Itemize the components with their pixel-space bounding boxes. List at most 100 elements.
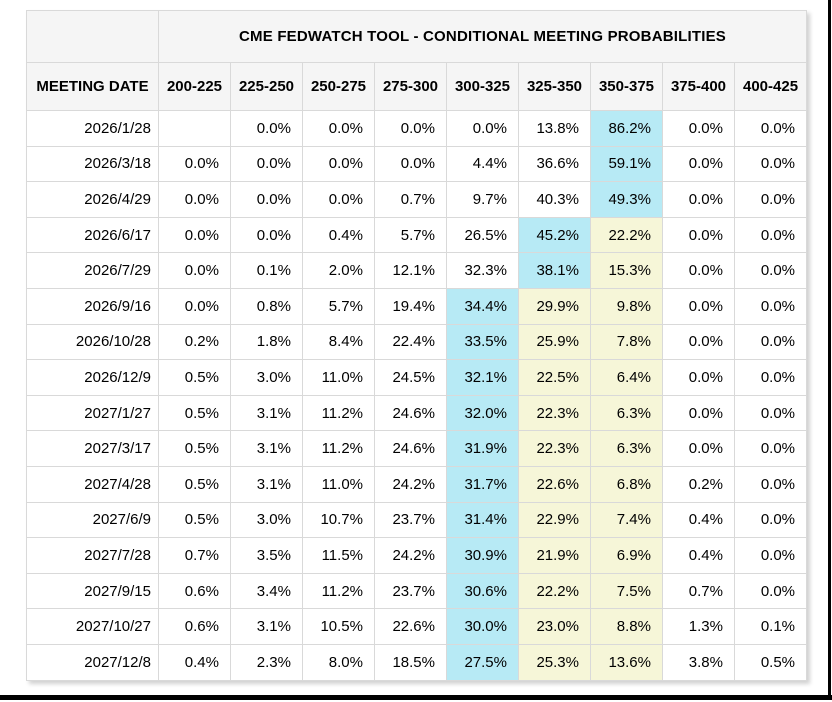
rate-range-header: 300-325: [446, 62, 519, 111]
probability-cell: 3.8%: [662, 643, 735, 681]
probability-cell: 0.8%: [230, 287, 303, 325]
window-border-bottom: [0, 695, 832, 700]
probability-cell: 0.0%: [733, 537, 808, 574]
table-row: 2026/10/28 0.2% 1.8% 8.4% 22.4% 33.5% 25.9% 7.8…: [26, 323, 808, 361]
probability-cell: 22.9%: [518, 501, 591, 539]
rate-range-header: 375-400: [662, 62, 735, 111]
probability-cell: 0.0%: [733, 465, 808, 503]
meeting-date-cell: 2026/7/29: [26, 252, 159, 289]
rate-range-header: 275-300: [374, 62, 447, 111]
table-row: 2027/9/15 0.6% 3.4% 11.2% 23.7% 30.6% 22.2% 7.5…: [26, 572, 808, 610]
probability-cell: 0.5%: [158, 394, 231, 432]
probability-cell: 0.6%: [158, 572, 231, 610]
probability-cell: 27.5%: [446, 643, 519, 681]
probability-cell: 6.3%: [590, 394, 663, 432]
probability-cell: 33.5%: [446, 323, 519, 361]
probability-cell: 6.3%: [590, 430, 663, 467]
probability-cell: 9.7%: [446, 181, 519, 218]
meeting-date-cell: 2026/4/29: [26, 181, 159, 218]
table-row: 2027/7/28 0.7% 3.5% 11.5% 24.2% 30.9% 21.9% 6.9…: [26, 537, 808, 574]
probability-cell: 0.2%: [158, 323, 231, 361]
probability-cell: 0.0%: [374, 145, 447, 183]
probability-cell: 2.3%: [230, 643, 303, 681]
table-row: 2026/9/16 0.0% 0.8% 5.7% 19.4% 34.4% 29.9% 9.8%…: [26, 287, 808, 325]
probability-cell: 0.0%: [158, 287, 231, 325]
probability-cell: 24.2%: [374, 465, 447, 503]
rate-range-header: 350-375: [590, 62, 663, 111]
probability-cell: 6.9%: [590, 537, 663, 574]
probability-cell: 11.2%: [302, 430, 375, 467]
probability-cell: 3.1%: [230, 394, 303, 432]
probability-cell: 0.4%: [662, 537, 735, 574]
probability-cell: 0.0%: [733, 145, 808, 183]
meeting-date-cell: 2027/4/28: [26, 465, 159, 503]
probability-cell: 36.6%: [518, 145, 591, 183]
probability-cell: 0.0%: [733, 359, 808, 396]
probability-cell: 11.2%: [302, 572, 375, 610]
probability-cell: 0.1%: [733, 608, 808, 645]
meeting-date-cell: 2026/1/28: [26, 110, 159, 147]
probability-cell: 23.7%: [374, 572, 447, 610]
probability-cell: 12.1%: [374, 252, 447, 289]
probability-cell: 1.3%: [662, 608, 735, 645]
probability-cell: 13.8%: [518, 110, 591, 147]
probability-cell: 0.0%: [733, 181, 808, 218]
header-row: MEETING DATE 200-225 225-250 250-275 275-300…: [26, 62, 808, 111]
probability-cell: 0.7%: [374, 181, 447, 218]
probability-cell: 22.3%: [518, 430, 591, 467]
probability-cell: 23.0%: [518, 608, 591, 645]
probability-cell: 8.8%: [590, 608, 663, 645]
probability-cell: 0.0%: [230, 181, 303, 218]
meeting-date-cell: 2027/1/27: [26, 394, 159, 432]
probability-cell: 40.3%: [518, 181, 591, 218]
probability-cell: 0.6%: [158, 608, 231, 645]
probability-cell: 34.4%: [446, 287, 519, 325]
probability-cell: 4.4%: [446, 145, 519, 183]
probability-cell: 31.9%: [446, 430, 519, 467]
probability-cell: 3.0%: [230, 359, 303, 396]
probability-cell: 0.0%: [662, 430, 735, 467]
probability-cell: 0.0%: [662, 359, 735, 396]
probability-cell: 0.0%: [733, 110, 808, 147]
probability-cell: 3.1%: [230, 608, 303, 645]
probability-cell: 9.8%: [590, 287, 663, 325]
probability-cell: 30.6%: [446, 572, 519, 610]
probability-cell: 0.4%: [158, 643, 231, 681]
probability-cell: 30.0%: [446, 608, 519, 645]
probability-cell: 24.6%: [374, 430, 447, 467]
meeting-date-cell: 2027/12/8: [26, 643, 159, 681]
probability-cell: 59.1%: [590, 145, 663, 183]
probability-cell: 0.0%: [733, 501, 808, 539]
probability-cell: 0.7%: [662, 572, 735, 610]
probability-cell: 22.3%: [518, 394, 591, 432]
probability-cell: 0.0%: [733, 252, 808, 289]
probability-cell: 0.0%: [158, 252, 231, 289]
probability-cell: 0.0%: [662, 110, 735, 147]
probability-cell: 8.0%: [302, 643, 375, 681]
table-row: 2027/10/27 0.6% 3.1% 10.5% 22.6% 30.0% 23.0% 8.…: [26, 608, 808, 645]
probability-cell: 0.0%: [662, 287, 735, 325]
probability-cell: 0.0%: [733, 572, 808, 610]
probability-cell: 31.4%: [446, 501, 519, 539]
probability-cell: 0.0%: [662, 323, 735, 361]
window-border-right: [828, 0, 831, 700]
rate-range-header: 400-425: [733, 62, 808, 111]
probability-cell: 11.2%: [302, 394, 375, 432]
probability-cell: 38.1%: [518, 252, 591, 289]
title-row: CME FEDWATCH TOOL - CONDITIONAL MEETING …: [26, 10, 808, 63]
meeting-date-header: MEETING DATE: [26, 62, 159, 111]
probability-cell: 0.1%: [230, 252, 303, 289]
probability-cell: 11.0%: [302, 465, 375, 503]
probability-cell: 11.5%: [302, 537, 375, 574]
probability-cell: 1.8%: [230, 323, 303, 361]
probability-cell: 11.0%: [302, 359, 375, 396]
meeting-date-cell: 2027/10/27: [26, 608, 159, 645]
probability-cell: 6.4%: [590, 359, 663, 396]
probability-cell: 0.0%: [446, 110, 519, 147]
probability-cell: 10.7%: [302, 501, 375, 539]
probability-cell: 22.4%: [374, 323, 447, 361]
probability-cell: 5.7%: [302, 287, 375, 325]
probability-cell: 0.5%: [158, 465, 231, 503]
rate-range-header: 325-350: [518, 62, 591, 111]
